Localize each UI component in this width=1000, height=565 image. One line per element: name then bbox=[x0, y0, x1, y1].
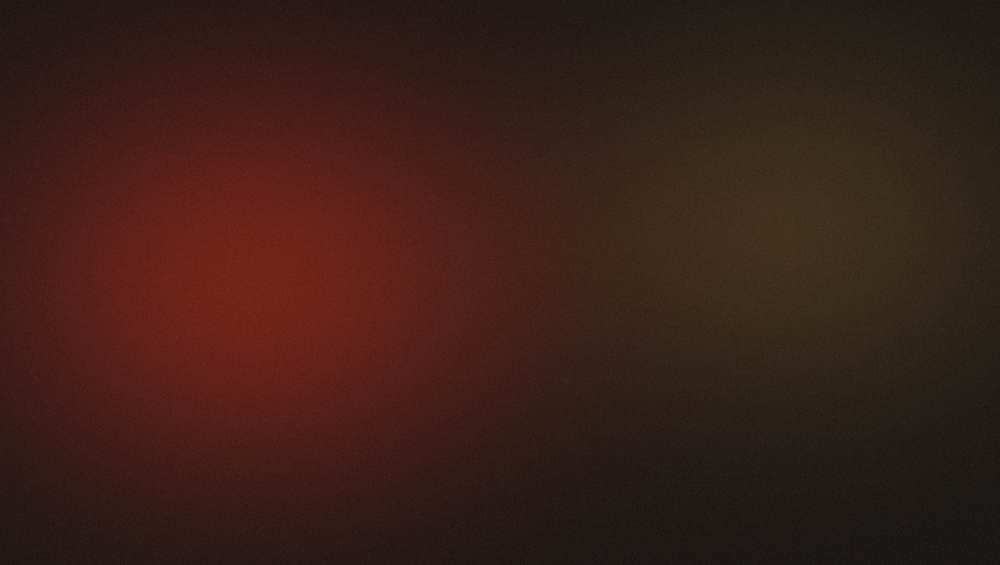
Text: Consumer price index, percentage change: Consumer price index, percentage change bbox=[80, 17, 806, 46]
Bar bbox=[686, 128, 737, 463]
Bar bbox=[333, 163, 384, 463]
Bar bbox=[898, 224, 949, 463]
Bar bbox=[545, 102, 596, 463]
Bar bbox=[192, 301, 243, 463]
Bar bbox=[474, 92, 525, 463]
Bar bbox=[263, 209, 313, 463]
Bar bbox=[404, 118, 455, 463]
Bar bbox=[615, 102, 666, 463]
Bar bbox=[827, 179, 878, 463]
Bar bbox=[757, 158, 807, 463]
Bar bbox=[121, 392, 172, 463]
